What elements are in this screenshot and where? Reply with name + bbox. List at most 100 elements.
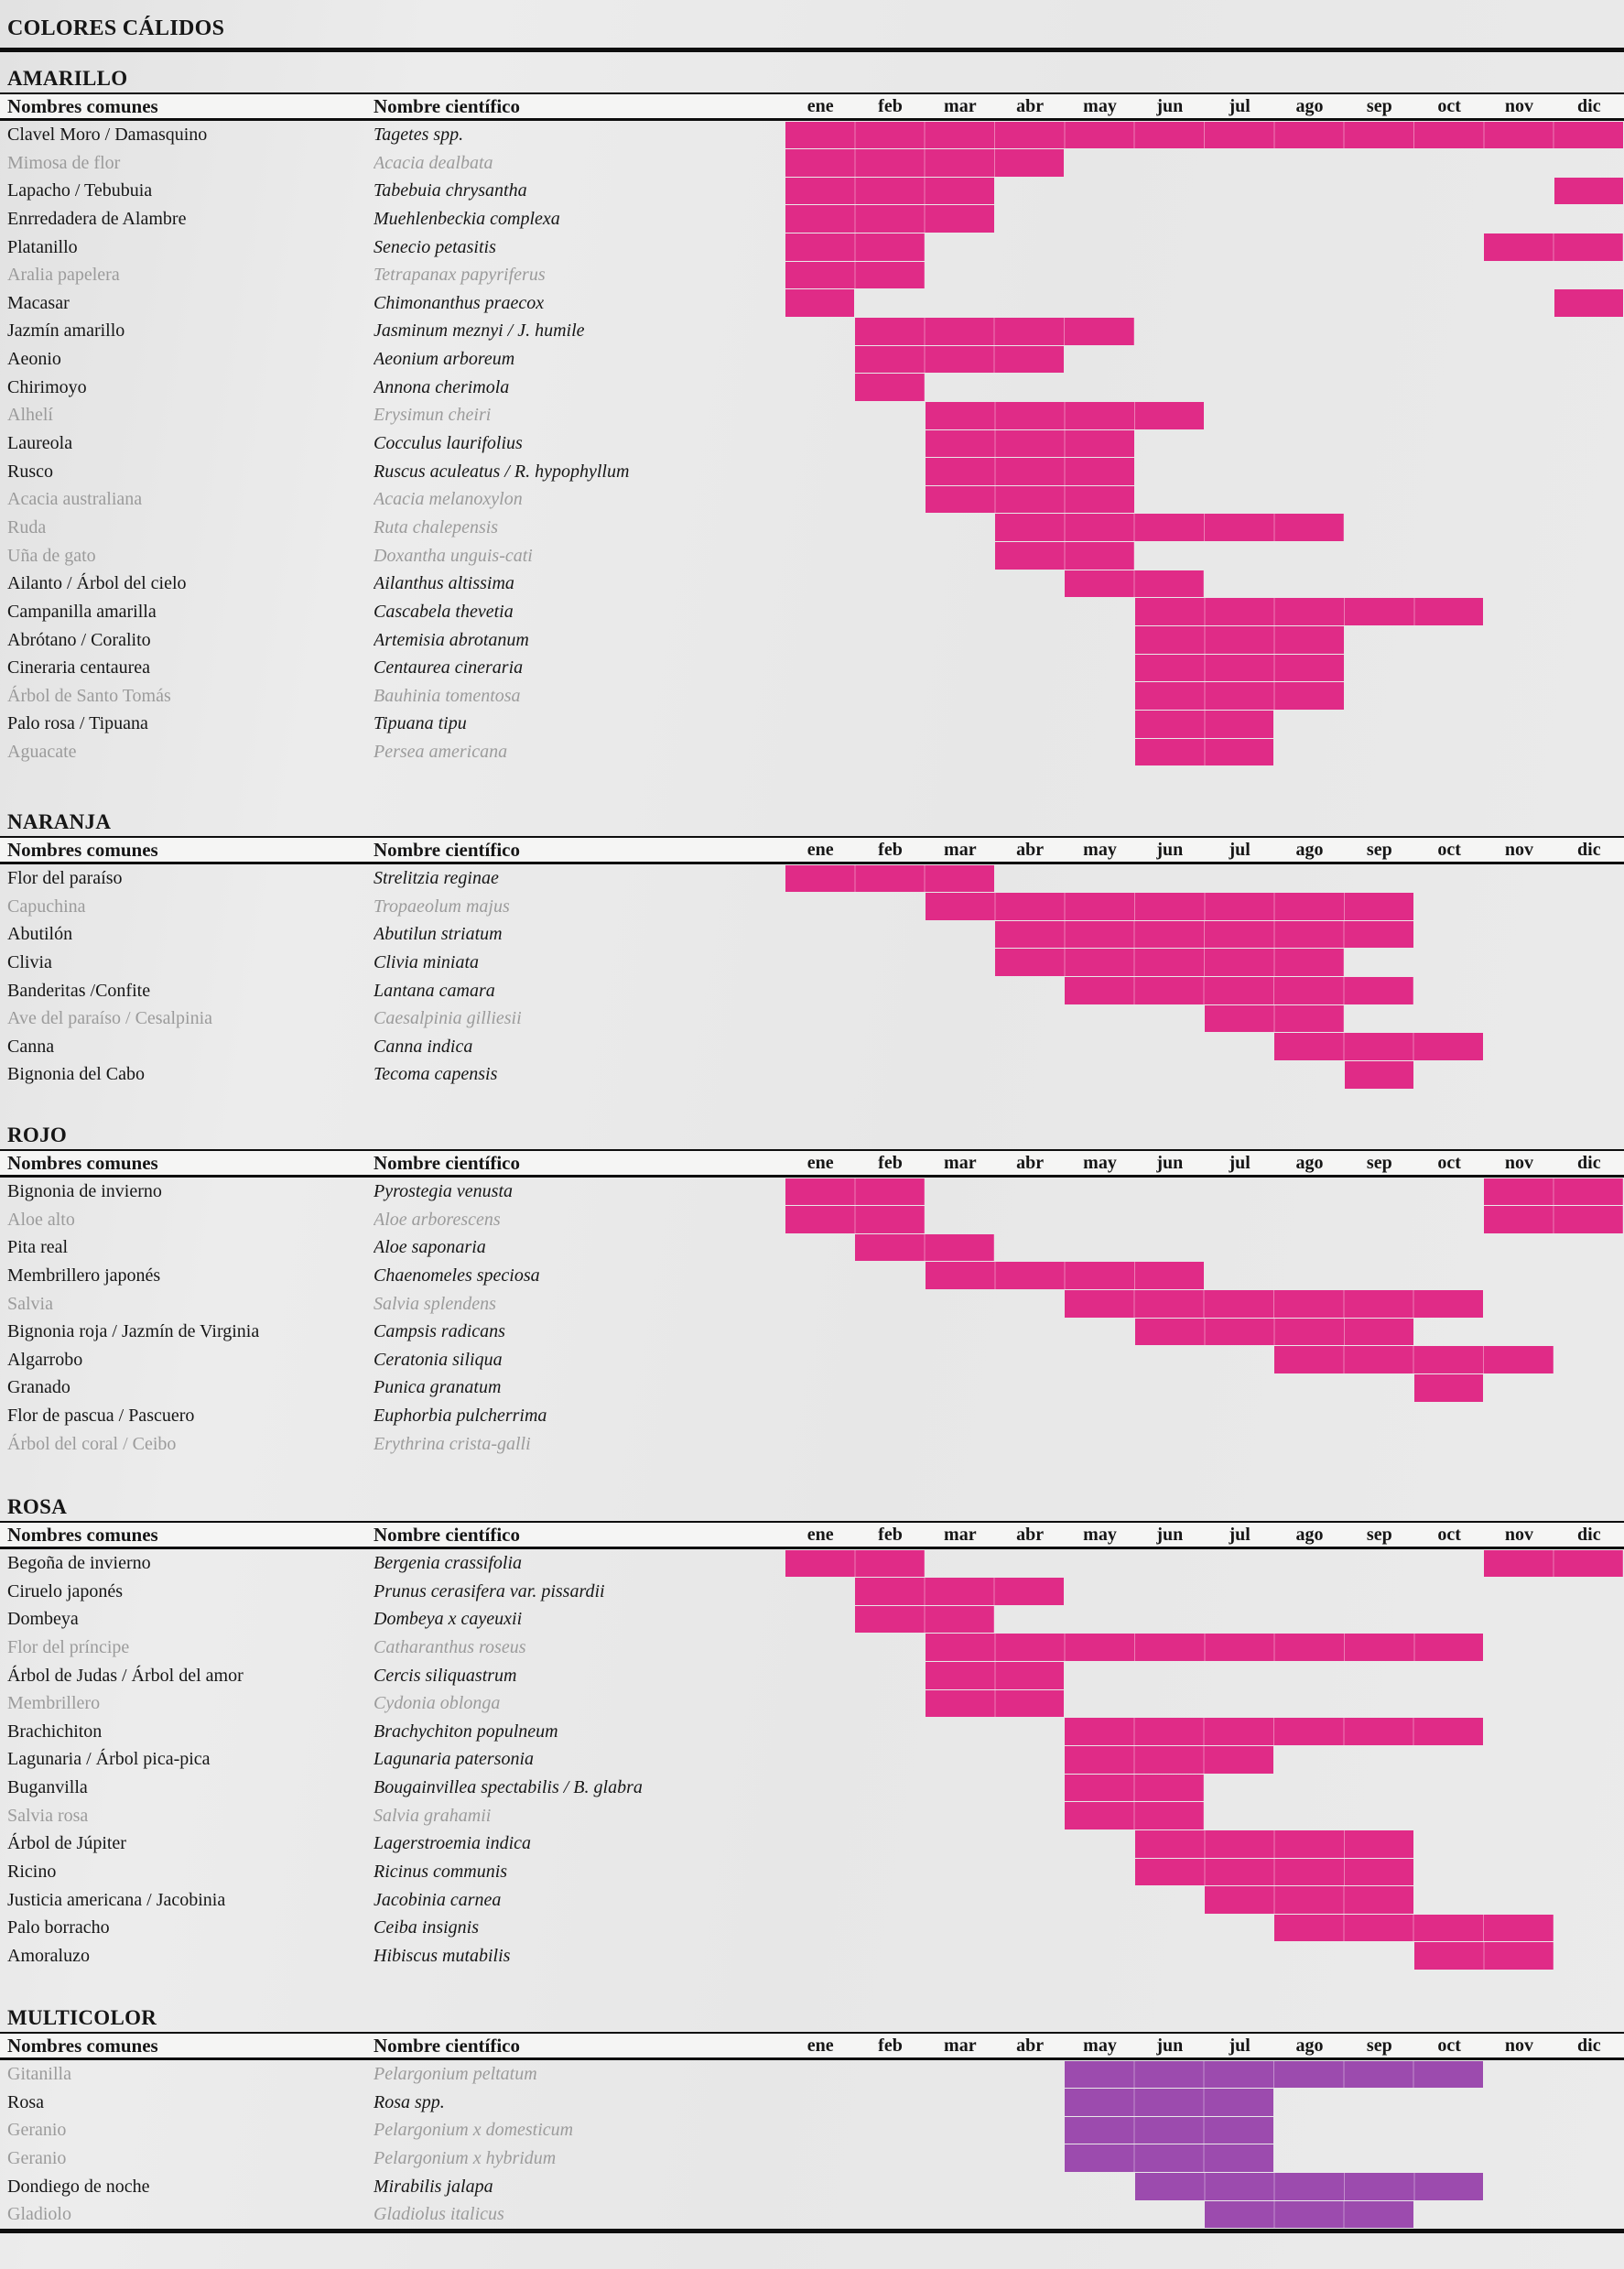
flowering-bar <box>785 177 994 205</box>
scientific-name: Hibiscus mutabilis <box>374 1945 511 1966</box>
table-row: Gitanilla Pelargonium peltatum <box>0 2060 1624 2089</box>
flowering-bar <box>785 1206 925 1233</box>
month-label-nov: nov <box>1504 1525 1534 1545</box>
common-name: Chirimoyo <box>7 376 87 397</box>
bars-area <box>785 1262 1624 1290</box>
bars-area <box>785 345 1624 374</box>
common-name: Jazmín amarillo <box>7 320 125 342</box>
table-row: Laureola Cocculus laurifolius <box>0 429 1624 458</box>
scientific-name: Jasminum meznyi / J. humile <box>374 320 585 342</box>
month-label-ene: ene <box>807 840 834 860</box>
scientific-name: Chaenomeles speciosa <box>374 1265 540 1286</box>
table-row: Pita real Aloe saponaria <box>0 1233 1624 1262</box>
scientific-name: Mirabilis jalapa <box>374 2176 493 2197</box>
common-name: Bignonia de invierno <box>7 1181 162 1201</box>
month-label-mar: mar <box>944 2036 977 2056</box>
month-label-may: may <box>1083 2036 1117 2056</box>
common-name: Rusco <box>7 461 53 482</box>
scientific-name: Strelitzia reginae <box>374 868 499 888</box>
bars-area <box>785 1578 1624 1606</box>
month-label-feb: feb <box>878 840 903 860</box>
table-row: Aguacate Persea americana <box>0 738 1624 766</box>
common-name: Ave del paraíso / Cesalpinia <box>7 1008 213 1029</box>
bars-area <box>785 1033 1624 1061</box>
flowering-bar <box>1274 1914 1554 1942</box>
flowering-bar <box>1065 2060 1484 2089</box>
scientific-name: Pyrostegia venusta <box>374 1181 514 1201</box>
bars-area <box>785 2200 1624 2229</box>
month-label-sep: sep <box>1366 1153 1392 1173</box>
flowering-bar <box>1414 1942 1554 1970</box>
flowering-bar <box>1134 2173 1484 2200</box>
common-name: Árbol del coral / Ceibo <box>7 1433 177 1454</box>
common-name: Clavel Moro / Damasquino <box>7 125 208 145</box>
scientific-name: Erythrina crista-galli <box>374 1433 531 1454</box>
month-label-mar: mar <box>944 840 977 860</box>
scientific-name: Artemisia abrotanum <box>374 629 529 650</box>
column-header-row: Nombres comunes Nombre científico ene feb ma… <box>0 1521 1624 1549</box>
common-name: Árbol de Júpiter <box>7 1833 126 1854</box>
month-label-nov: nov <box>1504 2036 1534 2056</box>
table-row: Clivia Clivia miniata <box>0 949 1624 977</box>
table-row: Bignonia del Cabo Tecoma capensis <box>0 1060 1624 1089</box>
bars-area <box>785 1745 1624 1774</box>
bars-area <box>785 261 1624 289</box>
flowering-bar <box>995 514 1344 542</box>
common-name: Alhelí <box>7 405 53 426</box>
section-title: ROJO <box>7 1124 68 1146</box>
table-row: Capuchina Tropaeolum majus <box>0 893 1624 921</box>
flowering-bar <box>1484 1549 1623 1578</box>
flowering-bar <box>995 920 1413 949</box>
bars-area <box>785 1858 1624 1886</box>
common-name: Aloe alto <box>7 1209 75 1230</box>
bars-area <box>785 1318 1624 1346</box>
common-name: Brachichiton <box>7 1721 103 1742</box>
column-header-row: Nombres comunes Nombre científico ene feb ma… <box>0 92 1624 121</box>
common-name: Clivia <box>7 951 52 972</box>
document-title: COLORES CÁLIDOS <box>7 16 225 40</box>
bars-area <box>785 570 1624 598</box>
scientific-name: Brachychiton populneum <box>374 1721 558 1742</box>
scientific-name: Pelargonium x hybridum <box>374 2147 557 2168</box>
flowering-bar <box>925 401 1204 429</box>
table-row: Árbol de Santo Tomás Bauhinia tomentosa <box>0 682 1624 711</box>
table-row: Geranio Pelargonium x domesticum <box>0 2116 1624 2144</box>
bars-area <box>785 121 1624 149</box>
common-name: Buganvilla <box>7 1777 88 1798</box>
flowering-bar <box>925 893 1413 920</box>
common-name: Macasar <box>7 292 70 313</box>
scientific-name: Caesalpinia gilliesii <box>374 1008 522 1029</box>
flowering-bar <box>1274 1346 1554 1373</box>
month-label-abr: abr <box>1016 1525 1045 1545</box>
common-name: Ricino <box>7 1862 57 1883</box>
common-name: Dombeya <box>7 1609 79 1630</box>
bars-area <box>785 738 1624 766</box>
table-row: Clavel Moro / Damasquino Tagetes spp. <box>0 121 1624 149</box>
scientific-name: Tagetes spp. <box>374 125 464 145</box>
common-name: Bignonia del Cabo <box>7 1064 145 1085</box>
common-name: Geranio <box>7 2120 67 2141</box>
table-row: Alhelí Erysimun cheiri <box>0 401 1624 429</box>
month-label-abr: abr <box>1016 2036 1045 2056</box>
month-label-nov: nov <box>1504 1153 1534 1173</box>
month-label-dic: dic <box>1577 840 1601 860</box>
scientific-name: Lagunaria patersonia <box>374 1749 535 1770</box>
flowering-bar <box>855 345 1065 374</box>
common-name: Laureola <box>7 433 73 454</box>
table-row: Salvia rosa Salvia grahamii <box>0 1802 1624 1830</box>
table-row: Justicia americana / Jacobinia Jacobinia … <box>0 1886 1624 1915</box>
scientific-name-header: Nombre científico <box>374 1152 520 1174</box>
table-row: Platanillo Senecio petasitis <box>0 233 1624 262</box>
month-label-ene: ene <box>807 1525 834 1545</box>
flowering-bar <box>925 1662 1065 1689</box>
scientific-name: Aeonium arboreum <box>374 349 515 370</box>
table-row: Dombeya Dombeya x cayeuxii <box>0 1605 1624 1634</box>
table-row: Flor del príncipe Catharanthus roseus <box>0 1634 1624 1662</box>
table-row: Palo rosa / Tipuana Tipuana tipu <box>0 710 1624 738</box>
table-row: Canna Canna indica <box>0 1033 1624 1061</box>
bars-area <box>785 682 1624 711</box>
bars-area <box>785 2060 1624 2089</box>
bars-area <box>785 1346 1624 1374</box>
scientific-name: Chimonanthus praecox <box>374 292 545 313</box>
scientific-name: Bergenia crassifolia <box>374 1553 523 1573</box>
